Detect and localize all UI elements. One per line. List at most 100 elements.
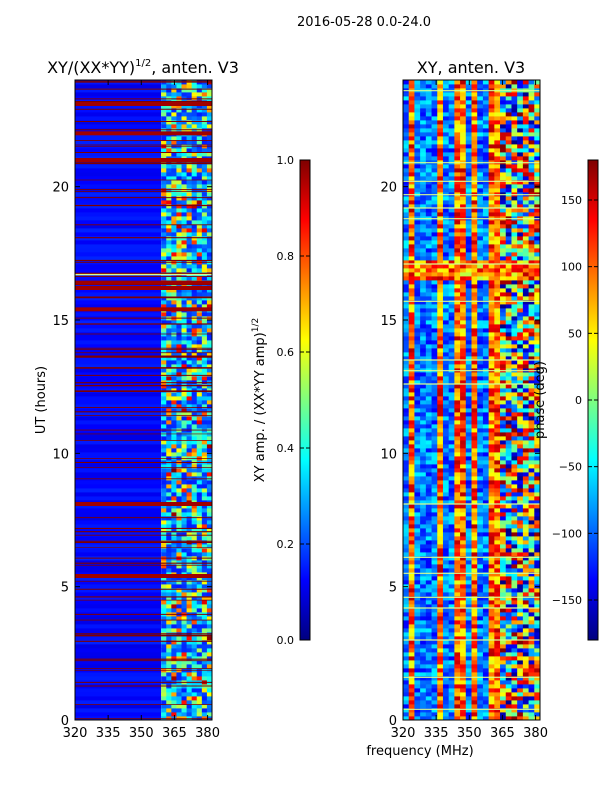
- phase-cell: [437, 464, 443, 468]
- phase-cell: [449, 348, 455, 352]
- phase-cell: [460, 372, 466, 376]
- phase-cell: [466, 284, 472, 288]
- phase-cell: [409, 508, 415, 512]
- phase-cell: [506, 580, 512, 584]
- phase-cell: [511, 328, 517, 332]
- phase-cell: [414, 464, 420, 468]
- amp-cell: [187, 588, 192, 592]
- phase-cell: [523, 272, 529, 276]
- phase-cell: [511, 692, 517, 696]
- amp-cell: [202, 340, 207, 344]
- phase-cell: [449, 292, 455, 296]
- amp-cell: [192, 168, 197, 172]
- phase-cell: [472, 544, 478, 548]
- phase-cell: [454, 412, 460, 416]
- phase-cell: [414, 320, 420, 324]
- amp-cell: [182, 120, 187, 124]
- phase-cell: [529, 508, 535, 512]
- phase-cell: [454, 424, 460, 428]
- phase-cell: [506, 228, 512, 232]
- phase-cell: [426, 340, 432, 344]
- phase-cell: [472, 624, 478, 628]
- phase-cell: [437, 388, 443, 392]
- phase-cell: [489, 248, 495, 252]
- phase-cell: [472, 420, 478, 424]
- phase-cell: [414, 700, 420, 704]
- phase-cell: [500, 616, 506, 620]
- phase-cell: [466, 384, 472, 388]
- amp-cell: [192, 204, 197, 208]
- amp-cell: [176, 164, 181, 168]
- phase-cell: [432, 288, 438, 292]
- phase-cell: [472, 672, 478, 676]
- amp-cell: [176, 488, 181, 492]
- phase-cell: [517, 268, 523, 272]
- phase-cell: [443, 564, 449, 568]
- amp-cell: [197, 560, 202, 564]
- phase-cell: [426, 460, 432, 464]
- amp-cell: [187, 248, 192, 252]
- phase-cell: [472, 492, 478, 496]
- phase-cell: [472, 288, 478, 292]
- amp-cell: [182, 492, 187, 496]
- phase-cell: [483, 484, 489, 488]
- phase-cell: [494, 668, 500, 672]
- phase-cell: [409, 644, 415, 648]
- amp-cell: [187, 508, 192, 512]
- amp-cell: [197, 172, 202, 176]
- phase-cell: [466, 308, 472, 312]
- phase-cell: [432, 444, 438, 448]
- phase-cell: [483, 444, 489, 448]
- phase-cell: [414, 232, 420, 236]
- amp-cell: [161, 532, 166, 536]
- amp-cell: [176, 484, 181, 488]
- phase-cell: [477, 412, 483, 416]
- phase-cell: [472, 284, 478, 288]
- phase-cell: [517, 608, 523, 612]
- phase-cell: [432, 316, 438, 320]
- phase-cell: [477, 704, 483, 708]
- phase-cell: [432, 300, 438, 304]
- phase-cell: [460, 264, 466, 268]
- phase-cell: [534, 472, 540, 476]
- phase-cell: [506, 508, 512, 512]
- phase-cell: [426, 288, 432, 292]
- amp-cell: [182, 652, 187, 656]
- phase-cell: [454, 332, 460, 336]
- phase-cell: [466, 388, 472, 392]
- phase-cell: [483, 348, 489, 352]
- phase-cell: [432, 568, 438, 572]
- phase-cell: [466, 316, 472, 320]
- amp-cell: [187, 532, 192, 536]
- phase-cell: [426, 536, 432, 540]
- phase-cell: [517, 640, 523, 644]
- amp-cell: [192, 712, 197, 716]
- amp-cell: [187, 692, 192, 696]
- amp-cell: [166, 672, 171, 676]
- phase-cell: [494, 360, 500, 364]
- phase-cell: [500, 464, 506, 468]
- amp-cell: [161, 328, 166, 332]
- amp-cell: [176, 424, 181, 428]
- phase-cell: [529, 616, 535, 620]
- amp-row-quiet: [75, 624, 161, 628]
- amp-row-quiet: [75, 164, 161, 168]
- amp-cell: [202, 292, 207, 296]
- phase-cell: [409, 316, 415, 320]
- phase-cell: [460, 284, 466, 288]
- phase-cell: [506, 516, 512, 520]
- phase-cell: [511, 520, 517, 524]
- phase-cell: [511, 684, 517, 688]
- phase-cell: [494, 220, 500, 224]
- amp-row-quiet: [75, 108, 161, 112]
- phase-cell: [500, 232, 506, 236]
- amp-cell: [202, 628, 207, 632]
- phase-cell: [466, 456, 472, 460]
- phase-cell: [403, 592, 409, 596]
- amp-cell: [171, 220, 176, 224]
- phase-cell: [426, 520, 432, 524]
- phase-cell: [426, 364, 432, 368]
- phase-cell: [414, 452, 420, 456]
- phase-cell: [506, 648, 512, 652]
- phase-cell: [534, 536, 540, 540]
